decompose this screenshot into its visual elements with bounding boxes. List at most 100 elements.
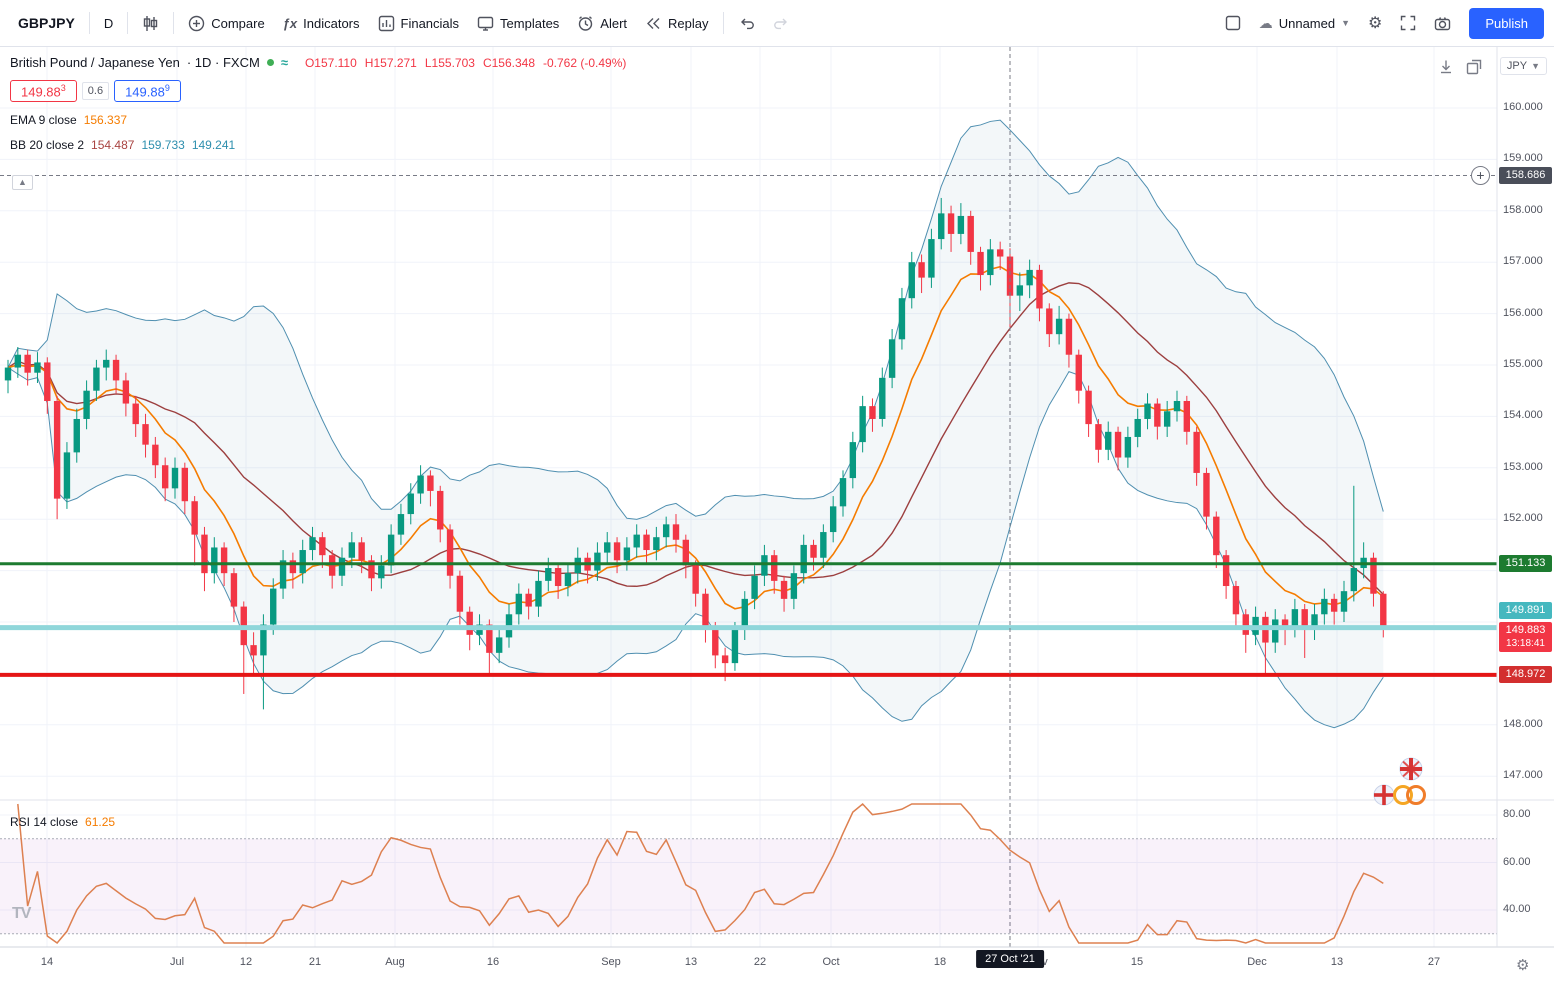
fullscreen-button[interactable] xyxy=(1392,9,1424,37)
chevron-down-icon: ▼ xyxy=(1341,18,1351,28)
pane-corner-controls xyxy=(1438,59,1482,75)
financials-button[interactable]: Financials xyxy=(370,9,468,38)
ring-icon xyxy=(1406,785,1426,805)
time-axis-label: 21 xyxy=(308,956,322,968)
add-alert-plus-button[interactable]: + xyxy=(1471,166,1490,185)
collapse-pane-button[interactable]: ▲ xyxy=(12,175,33,190)
spread-value: 0.6 xyxy=(81,82,110,101)
layout-name-button[interactable]: ☁ Unnamed ▼ xyxy=(1251,9,1358,38)
camera-icon xyxy=(1435,16,1451,30)
time-axis[interactable]: 2713Dec15Nov18Oct2213Sep16Aug2112Jul14 2… xyxy=(0,947,1554,984)
rsi-line xyxy=(17,802,1384,945)
layout-panel-button[interactable] xyxy=(1217,9,1249,37)
redo-icon xyxy=(773,18,787,29)
rsi-value: 61.25 xyxy=(85,815,116,829)
pair-flag-stickers[interactable] xyxy=(1370,753,1432,809)
time-axis-gear-icon[interactable]: ⚙ xyxy=(1516,957,1530,974)
symbol-button[interactable]: GBPJPY xyxy=(10,9,83,37)
ema-line xyxy=(7,265,1384,610)
time-axis-label: 16 xyxy=(486,956,500,968)
change-value: -0.762 (-0.49%) xyxy=(543,55,627,70)
prior-close-price-tag: 149.891 xyxy=(1499,602,1552,619)
time-axis-label: 18 xyxy=(933,956,947,968)
price-axis-label: 148.000 xyxy=(1503,717,1543,730)
price-axis-label: 152.000 xyxy=(1503,512,1543,525)
fx-icon: ƒx xyxy=(282,15,298,31)
price-axis-label: 156.000 xyxy=(1503,306,1543,319)
toolbar-separator xyxy=(127,12,129,34)
alert-button[interactable]: Alert xyxy=(569,9,635,38)
chevron-down-icon: ▼ xyxy=(1531,61,1540,71)
templates-button[interactable]: Templates xyxy=(469,9,567,38)
axis-currency-selector[interactable]: JPY ▼ xyxy=(1499,57,1547,75)
replay-icon xyxy=(647,17,660,29)
market-open-dot-icon xyxy=(266,59,274,66)
rsi-legend-row[interactable]: RSI 14 close 61.25 xyxy=(10,815,116,829)
price-axis-label: 153.000 xyxy=(1503,460,1543,473)
bb-legend-row[interactable]: BB 20 close 2 154.487 159.733 149.241 xyxy=(10,138,236,153)
bb-upper-value: 159.733 xyxy=(141,138,185,153)
price-axis-label: 155.000 xyxy=(1503,358,1543,370)
buy-ask-button[interactable]: 149.889 xyxy=(114,80,181,103)
rsi-band-fill xyxy=(0,838,1497,934)
undo-button[interactable] xyxy=(730,10,763,37)
tradingview-logo[interactable]: TV xyxy=(12,905,31,922)
price-axis-label: 157.000 xyxy=(1503,255,1543,268)
bb-basis-value: 154.487 xyxy=(91,138,135,153)
financials-label: Financials xyxy=(400,15,460,31)
time-axis-label: Sep xyxy=(601,956,621,968)
ema-legend-row[interactable]: EMA 9 close 156.337 xyxy=(10,113,128,128)
open-detached-icon[interactable] xyxy=(1466,59,1482,75)
price-axis-label: 154.000 xyxy=(1503,409,1543,422)
rsi-axis-label: 40.00 xyxy=(1503,903,1531,915)
compare-plus-icon xyxy=(189,15,205,31)
compare-label: Compare xyxy=(211,15,265,31)
snapshot-button[interactable] xyxy=(1426,10,1459,37)
time-axis-label: Oct xyxy=(822,956,840,968)
flag-gb-small-icon xyxy=(1373,784,1395,806)
replay-label: Replay xyxy=(668,15,709,31)
rsi-axis-label: 60.00 xyxy=(1503,855,1531,868)
publish-button[interactable]: Publish xyxy=(1469,7,1544,39)
approx-icon: ≈ xyxy=(280,55,288,70)
interval-button[interactable]: D xyxy=(96,10,121,37)
time-axis-label: 15 xyxy=(1130,956,1144,968)
chart-area: British Pound / Japanese Yen · 1D · FXCM… xyxy=(0,47,1554,984)
crosshair-price-tag: 158.686 xyxy=(1499,167,1552,184)
top-toolbar: GBPJPY D Compare ƒx Indicators Fina xyxy=(0,0,1554,47)
time-axis-label: 14 xyxy=(40,956,54,968)
replay-button[interactable]: Replay xyxy=(637,9,716,38)
bb-lower-line xyxy=(7,367,1384,729)
price-axis-label: 158.000 xyxy=(1503,203,1543,216)
chart-legend: British Pound / Japanese Yen · 1D · FXCM… xyxy=(10,55,626,152)
symbol-meta: · 1D · FXCM xyxy=(186,55,260,70)
time-axis-label: Jul xyxy=(169,956,185,968)
toolbar-separator xyxy=(88,12,90,34)
scroll-to-recent-icon[interactable] xyxy=(1438,59,1454,75)
chart-canvas[interactable] xyxy=(0,47,1554,984)
alert-clock-icon xyxy=(579,15,593,31)
time-axis-label: 22 xyxy=(753,956,767,968)
compare-button[interactable]: Compare xyxy=(180,9,272,38)
chart-style-button[interactable] xyxy=(134,9,167,38)
indicators-button[interactable]: ƒx Indicators xyxy=(275,10,368,37)
price-axis-label: 159.000 xyxy=(1503,152,1543,165)
templates-label: Templates xyxy=(500,15,560,31)
ohlc-values: O157.110 H157.271 L155.703 C156.348 -0.7… xyxy=(304,55,627,70)
support-price-tag: 148.972 xyxy=(1499,666,1552,683)
time-axis-label: 13 xyxy=(1330,956,1344,968)
sell-bid-button[interactable]: 149.883 xyxy=(10,80,77,103)
redo-button[interactable] xyxy=(765,10,798,37)
cloud-icon: ☁ xyxy=(1258,14,1273,31)
ring-icon xyxy=(1393,785,1413,805)
toolbar-separator xyxy=(173,12,175,34)
settings-button[interactable]: ⚙ xyxy=(1360,7,1390,39)
time-axis-label: Aug xyxy=(385,956,405,968)
symbol-title[interactable]: British Pound / Japanese Yen xyxy=(10,55,180,70)
crosshair-time-tag: 27 Oct '21 xyxy=(976,950,1044,968)
resistance-price-tag: 151.133 xyxy=(1499,555,1552,572)
price-axis[interactable]: 160.000 159.000 158.000 157.000 156.000 155.0… xyxy=(1497,47,1554,947)
time-axis-label: Dec xyxy=(1247,956,1267,968)
bb-lower-value: 149.241 xyxy=(191,138,236,153)
